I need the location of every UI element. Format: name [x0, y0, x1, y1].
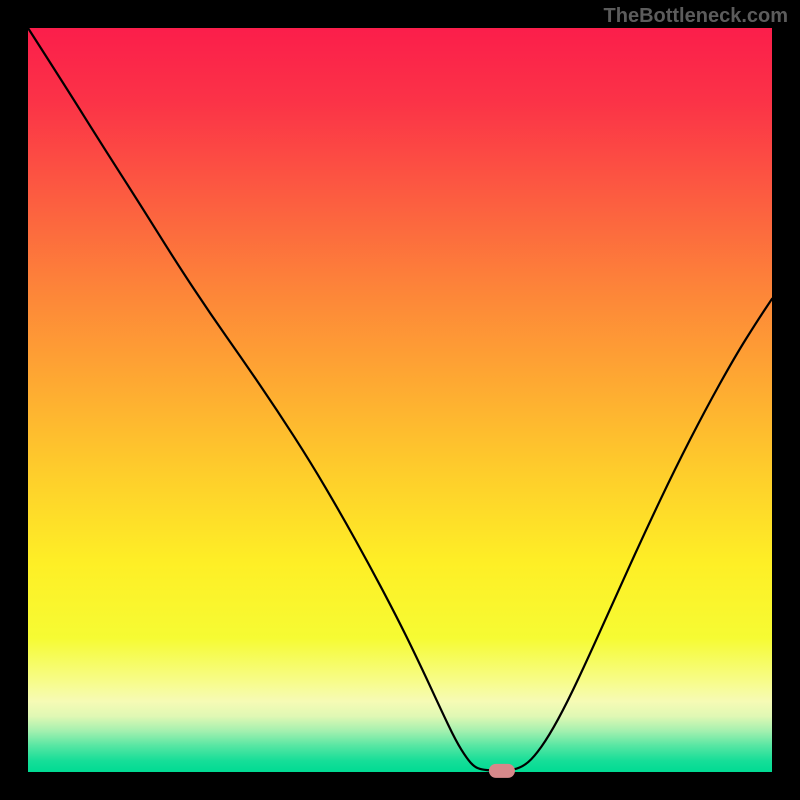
- plot-area: [28, 28, 772, 772]
- chart-svg: TheBottleneck.com: [0, 0, 800, 800]
- optimal-marker: [489, 764, 515, 778]
- attribution-text: TheBottleneck.com: [604, 5, 788, 27]
- bottleneck-chart: TheBottleneck.com: [0, 0, 800, 800]
